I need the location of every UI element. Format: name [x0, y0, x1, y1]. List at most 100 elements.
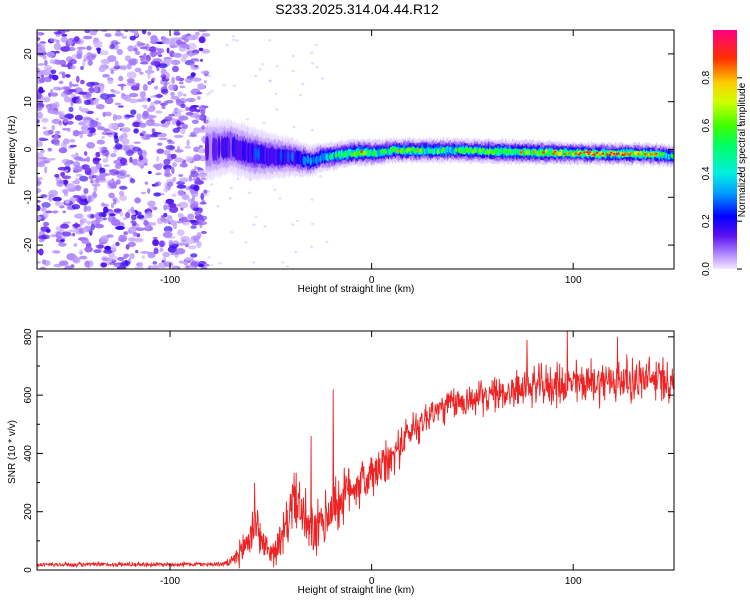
noise-blob	[178, 260, 185, 264]
noise-blob	[79, 251, 83, 255]
noise-blob	[134, 50, 141, 56]
noise-blob	[43, 221, 50, 227]
noise-blob	[163, 187, 168, 193]
ridge-cell	[306, 154, 310, 164]
noise-blob	[163, 149, 171, 156]
noise-blob	[198, 30, 208, 33]
noise-blob	[67, 39, 73, 46]
noise-blob	[190, 170, 199, 178]
noise-blob	[261, 63, 265, 66]
noise-blob	[147, 114, 155, 119]
noise-blob	[175, 75, 182, 81]
noise-blob	[37, 261, 41, 264]
noise-blob	[137, 163, 141, 167]
noise-blob	[60, 91, 68, 98]
noise-blob	[46, 51, 56, 58]
noise-blob	[216, 205, 220, 208]
ridge-cell	[353, 151, 356, 157]
noise-blob	[55, 231, 62, 239]
noise-blob	[154, 182, 159, 187]
noise-blob	[48, 189, 59, 197]
noise-blob	[190, 253, 198, 258]
noise-blob	[315, 66, 319, 69]
noise-blob	[178, 81, 184, 85]
noise-blob	[95, 244, 105, 249]
figure-title: S233.2025.314.04.44.R12	[275, 1, 439, 17]
ridge-cell	[601, 152, 605, 155]
noise-blob	[174, 109, 184, 113]
noise-blob	[37, 119, 40, 124]
noise-blob	[152, 261, 158, 265]
noise-blob	[144, 96, 148, 103]
ridge-cell	[364, 150, 368, 156]
noise-blob	[42, 96, 51, 103]
noise-blob	[185, 106, 190, 111]
noise-blob	[42, 211, 49, 219]
noise-blob	[105, 132, 113, 135]
ridge-cell	[598, 153, 602, 156]
noise-blob	[185, 238, 195, 245]
noise-blob	[51, 74, 59, 81]
noise-blob	[187, 42, 197, 50]
noise-blob	[41, 259, 47, 265]
noise-blob	[51, 250, 61, 254]
noise-blob	[111, 184, 117, 189]
noise-blob	[113, 134, 119, 140]
ridge-cell	[645, 154, 648, 157]
noise-blob	[134, 197, 141, 204]
noise-blob	[325, 240, 329, 244]
noise-blob	[183, 93, 187, 97]
noise-blob	[131, 212, 136, 216]
noise-blob	[100, 235, 109, 243]
noise-blob	[156, 148, 165, 154]
noise-blob	[61, 33, 68, 37]
noise-blob	[86, 205, 92, 212]
noise-blob	[179, 85, 186, 89]
noise-blob	[51, 124, 56, 131]
noise-blob	[178, 115, 188, 121]
ridge-cell	[214, 138, 218, 162]
noise-blob	[197, 83, 205, 90]
noise-blob	[39, 70, 48, 75]
noise-blob	[132, 146, 141, 152]
noise-blob	[144, 133, 151, 137]
noise-blob	[89, 86, 95, 94]
y-tick-label: 600	[23, 386, 34, 403]
noise-blob	[125, 174, 131, 178]
noise-blob	[180, 43, 190, 49]
noise-blob	[147, 265, 152, 269]
noise-blob	[190, 225, 197, 229]
noise-blob	[152, 264, 160, 269]
noise-blob	[268, 79, 272, 82]
noise-blob	[104, 245, 112, 251]
noise-blob	[37, 105, 43, 112]
noise-blob	[116, 173, 127, 179]
noise-blob	[133, 141, 141, 144]
noise-blob	[171, 76, 175, 84]
noise-blob	[135, 227, 145, 231]
noise-blob	[201, 49, 211, 54]
ridge-cell	[254, 146, 257, 161]
ridge-cell	[384, 149, 387, 154]
noise-blob	[119, 185, 128, 190]
noise-blob	[45, 210, 53, 214]
noise-blob	[44, 166, 48, 174]
noise-blob	[263, 225, 267, 228]
noise-blob	[87, 133, 93, 137]
noise-blob	[141, 30, 147, 35]
ridge-cell	[593, 150, 596, 155]
noise-blob	[140, 251, 150, 254]
noise-blob	[74, 185, 82, 191]
noise-blob	[311, 222, 315, 226]
noise-blob	[54, 141, 60, 146]
noise-blob	[96, 139, 106, 145]
noise-blob	[319, 175, 323, 178]
noise-blob	[201, 33, 211, 37]
noise-blob	[147, 31, 151, 36]
noise-blob	[63, 96, 72, 103]
noise-blob	[182, 53, 189, 59]
noise-blob	[133, 48, 138, 52]
noise-blob	[83, 35, 93, 40]
noise-blob	[117, 105, 124, 108]
noise-blob	[129, 35, 136, 41]
